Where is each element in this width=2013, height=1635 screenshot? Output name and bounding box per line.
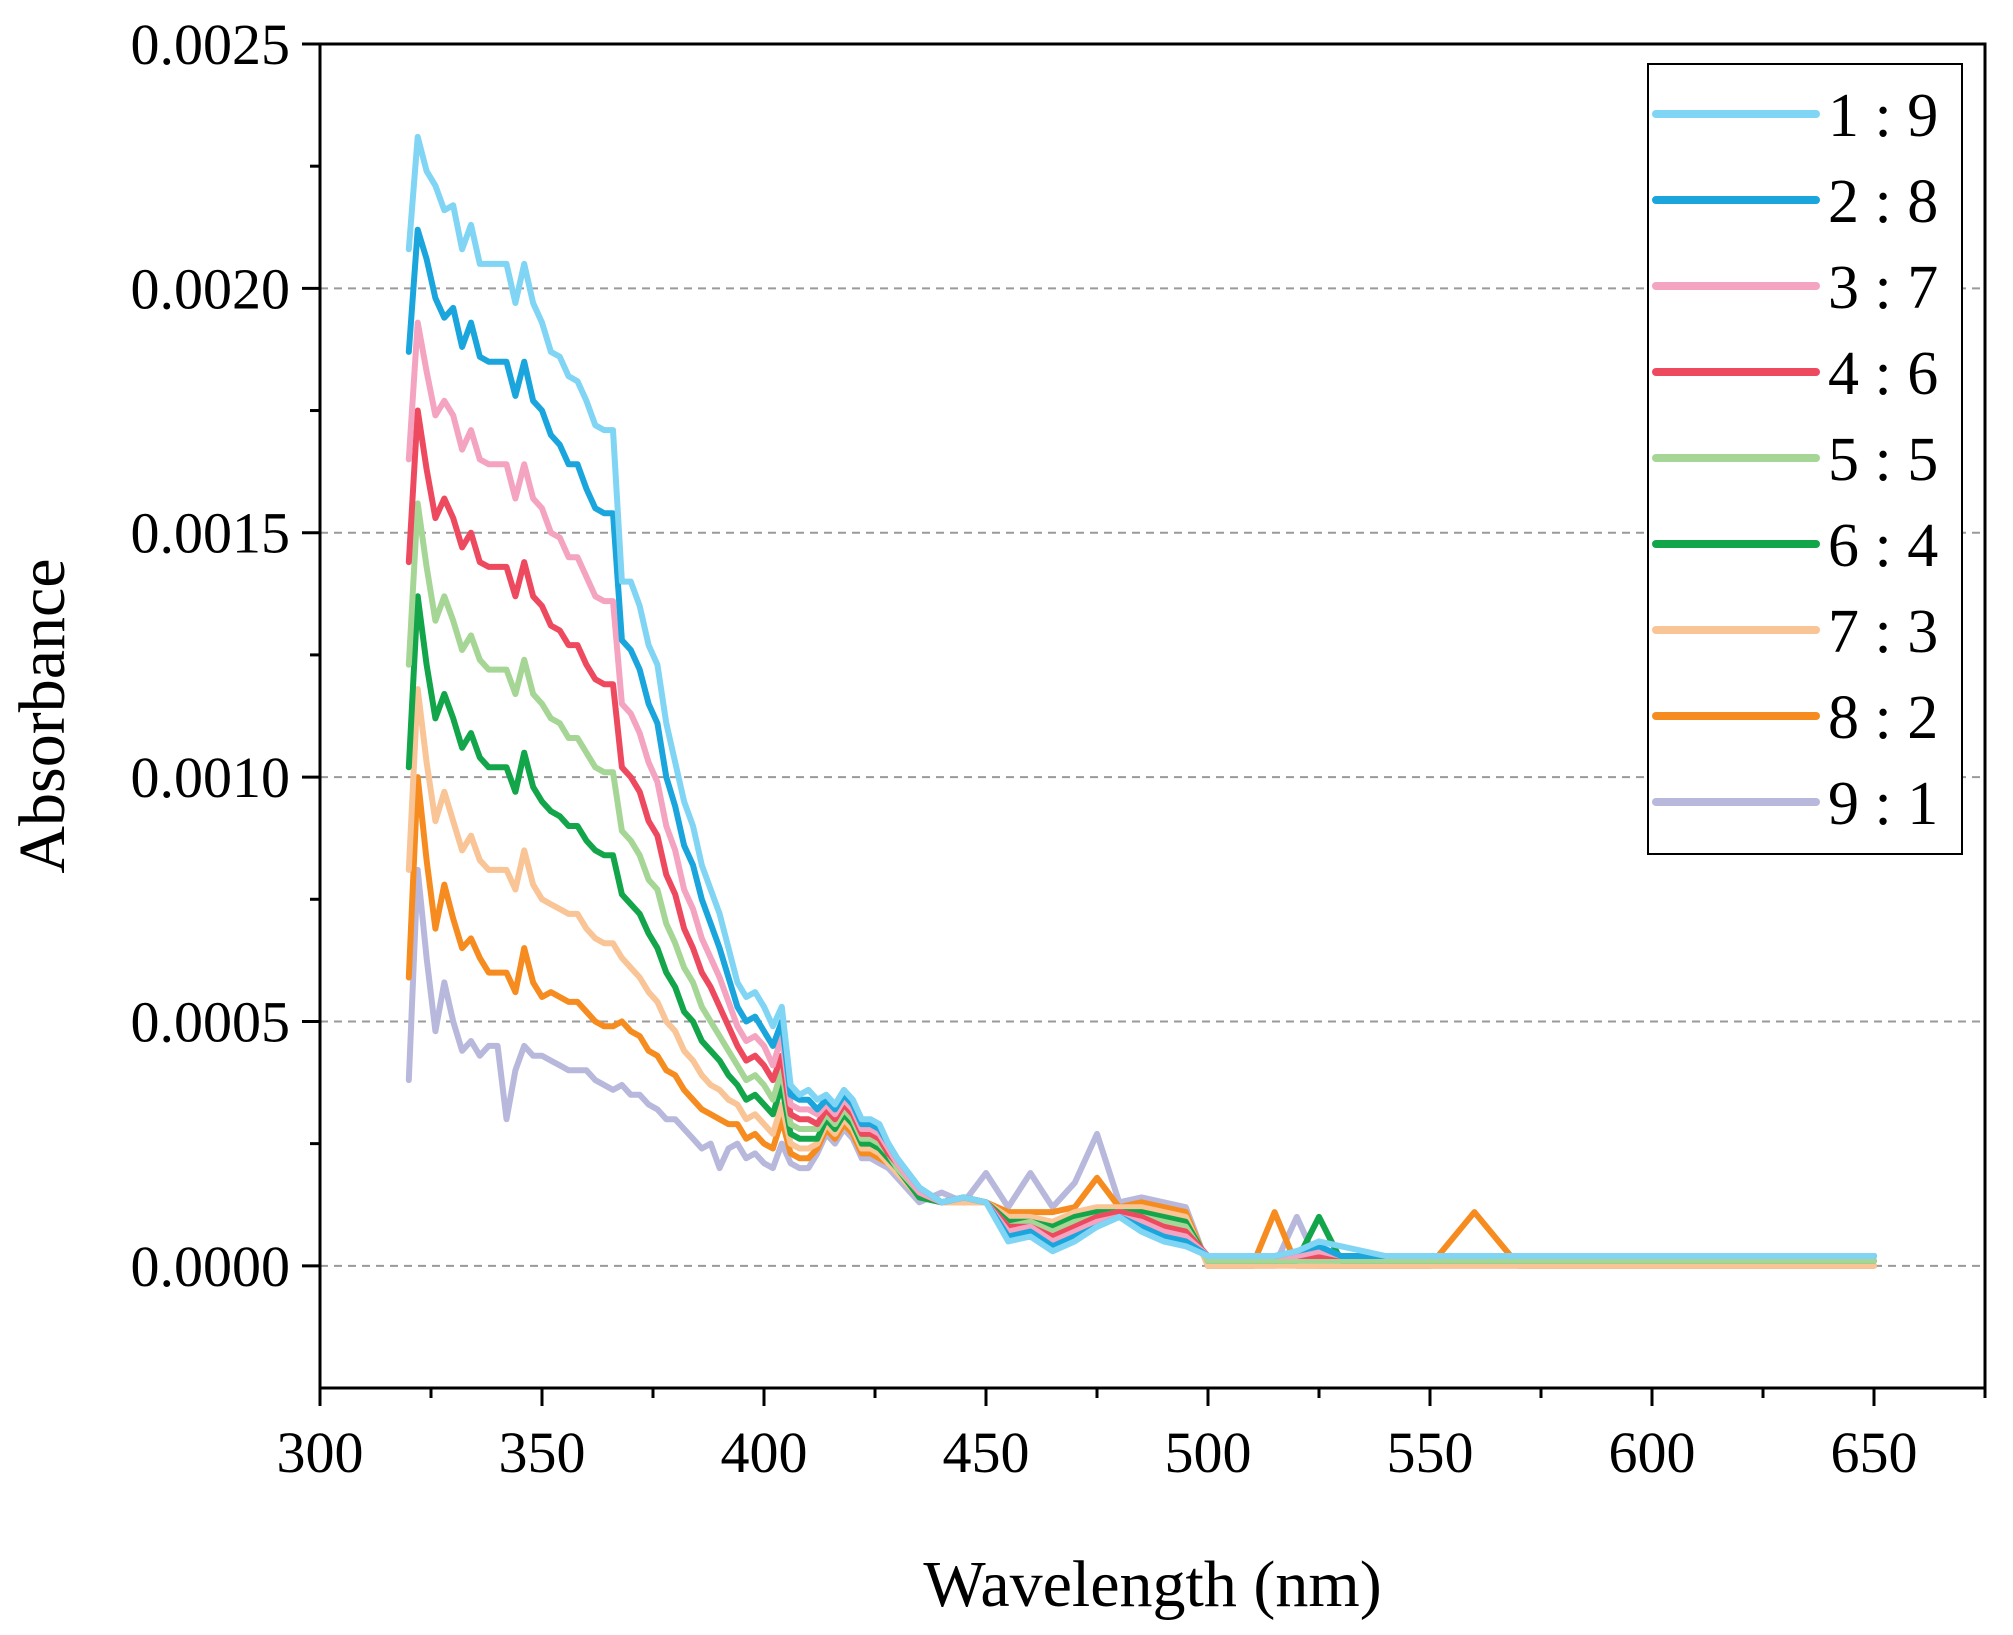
x-axis-ticks: 300 350 400 450 500 550 600 650 [277,1388,1987,1485]
x-tick-label: 550 [1387,1420,1474,1485]
x-tick-label: 300 [277,1420,364,1485]
legend-label: 9 : 1 [1828,770,1938,838]
x-tick-label: 400 [721,1420,808,1485]
series-line-8-2 [405,774,1877,1269]
legend-label: 2 : 8 [1828,168,1938,236]
y-axis-ticks: 0.0000 0.0005 0.0010 0.0015 0.0020 0.0025 [131,12,320,1299]
x-tick-label: 450 [943,1420,1030,1485]
legend-label: 8 : 2 [1828,684,1938,752]
y-axis-title: Absorbance [6,558,79,873]
legend-label: 6 : 4 [1828,512,1938,580]
x-tick-label: 500 [1165,1420,1252,1485]
y-tick-label: 0.0000 [131,1234,291,1299]
series-line-5-5 [405,500,1877,1264]
y-tick-label: 0.0015 [131,501,291,566]
y-tick-label: 0.0020 [131,256,291,321]
x-tick-label: 650 [1831,1420,1918,1485]
legend-label: 5 : 5 [1828,426,1938,494]
legend-label: 4 : 6 [1828,340,1938,408]
legend: 1 : 9 2 : 8 3 : 7 4 : 6 5 : 5 6 : 4 7 : 3 8 : 2… [1647,63,1963,855]
legend-label: 7 : 3 [1828,598,1938,666]
x-tick-label: 350 [499,1420,586,1485]
x-tick-label: 600 [1609,1420,1696,1485]
x-axis-title: Wavelength (nm) [923,1548,1381,1621]
y-tick-label: 0.0010 [131,745,291,810]
plot-frame [318,42,1987,1390]
series-lines [405,133,1877,1269]
y-tick-label: 0.0005 [131,989,291,1054]
legend-label: 1 : 9 [1828,82,1938,150]
legend-label: 3 : 7 [1828,254,1938,322]
series-line-7-3 [405,686,1877,1269]
y-tick-label: 0.0025 [131,12,291,77]
series-line-1-9 [405,133,1877,1259]
